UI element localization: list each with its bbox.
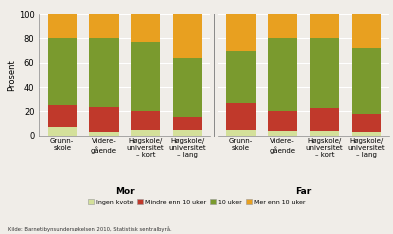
Bar [352, 14, 381, 48]
Bar [226, 14, 255, 51]
Text: Mor: Mor [115, 187, 134, 196]
Bar [310, 14, 339, 38]
Text: Far: Far [296, 187, 312, 196]
Bar [89, 132, 119, 136]
Bar [173, 58, 202, 117]
Y-axis label: Prosent: Prosent [7, 59, 16, 91]
Bar [48, 38, 77, 105]
Bar [352, 48, 381, 114]
Bar [310, 108, 339, 131]
Bar [310, 131, 339, 136]
Bar [226, 130, 255, 136]
Bar [131, 14, 160, 42]
Bar [131, 42, 160, 111]
Bar [89, 106, 119, 132]
Bar [89, 38, 119, 106]
Legend: Ingen kvote, Mindre enn 10 uker, 10 uker, Mer enn 10 uker: Ingen kvote, Mindre enn 10 uker, 10 uker… [85, 197, 308, 208]
Bar [89, 14, 119, 38]
Bar [173, 130, 202, 136]
Bar [352, 114, 381, 132]
Bar [48, 127, 77, 136]
Bar [268, 38, 298, 111]
Bar [173, 117, 202, 130]
Bar [226, 103, 255, 130]
Bar [226, 51, 255, 103]
Bar [131, 130, 160, 136]
Bar [310, 38, 339, 108]
Text: Kilde: Barnetibynsundersøkelsen 2010, Statistisk sentralbyrå.: Kilde: Barnetibynsundersøkelsen 2010, St… [8, 226, 171, 232]
Bar [131, 111, 160, 130]
Bar [173, 14, 202, 58]
Bar [268, 131, 298, 136]
Bar [48, 14, 77, 38]
Bar [268, 14, 298, 38]
Bar [352, 132, 381, 136]
Bar [48, 105, 77, 127]
Bar [268, 111, 298, 131]
